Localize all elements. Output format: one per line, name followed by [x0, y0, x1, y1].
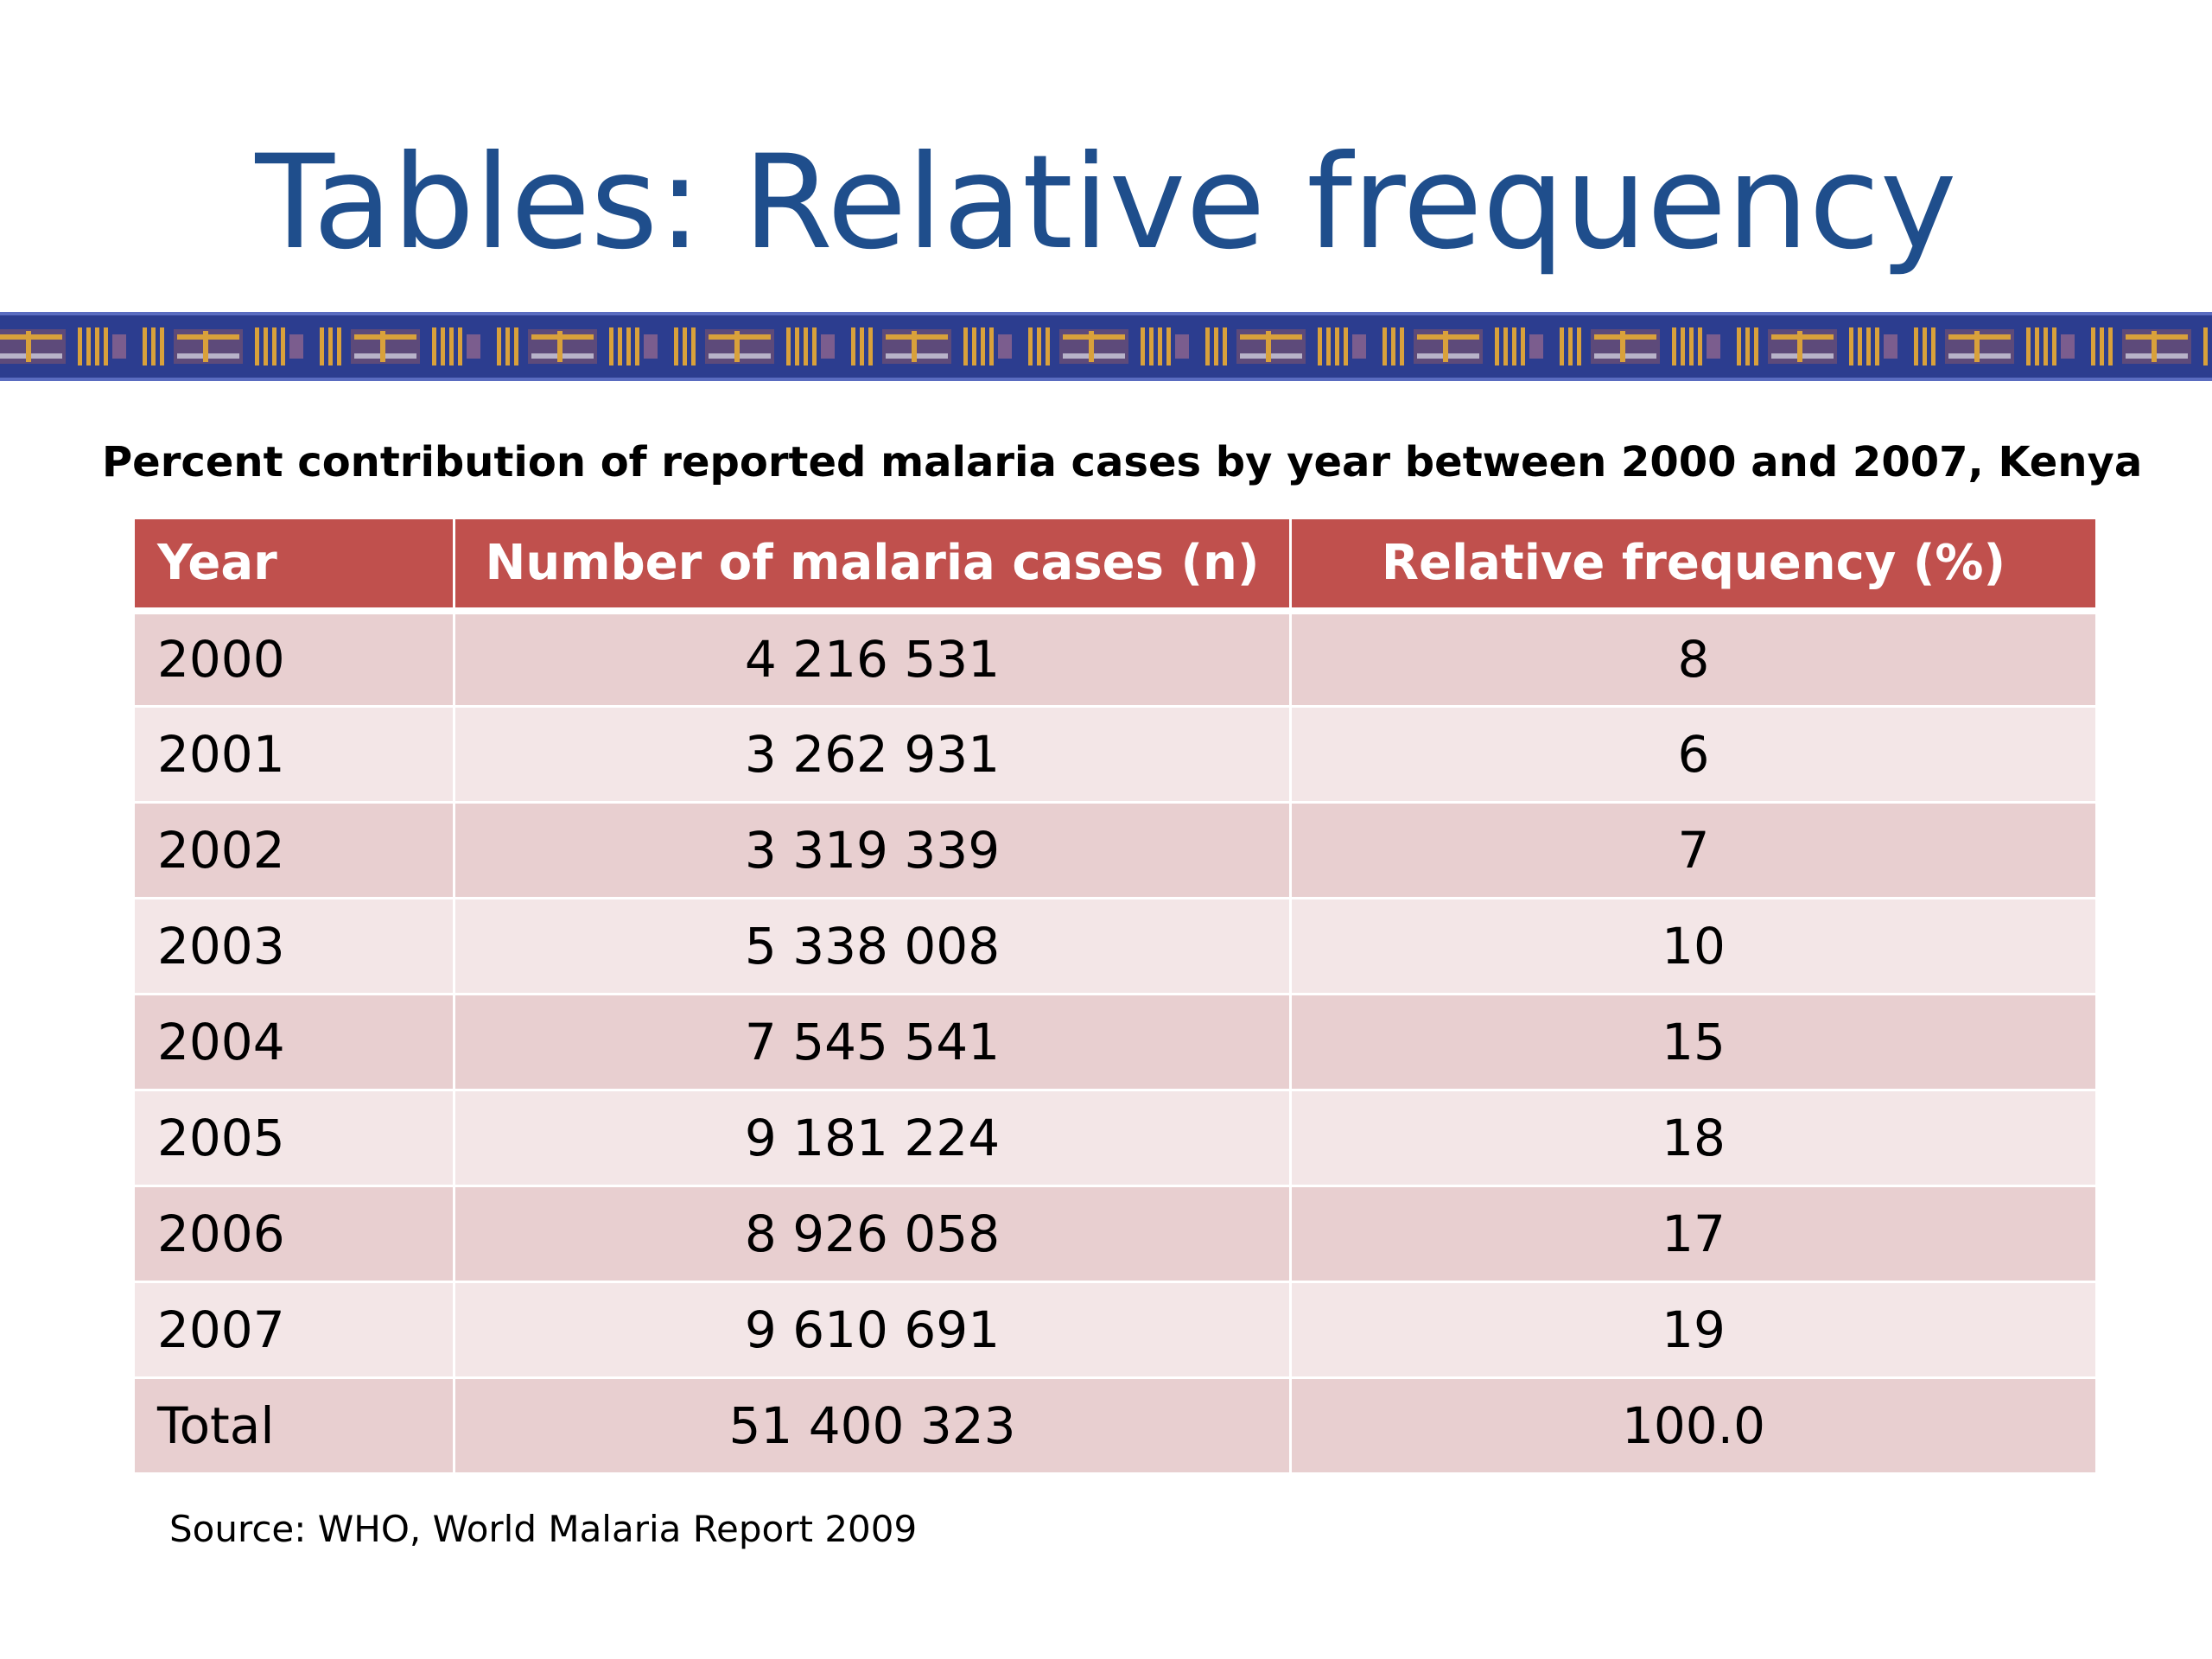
cases-cell: 7 545 541: [453, 993, 1292, 1091]
cases-cell: 4 216 531: [453, 609, 1292, 708]
table-row: 2002 3 319 339 7: [132, 801, 2098, 899]
year-cell: 2004: [132, 993, 455, 1091]
cases-cell: 9 181 224: [453, 1089, 1292, 1187]
malaria-frequency-table: Year Number of malaria cases (n) Relativ…: [132, 517, 2098, 1475]
source-note: Source: WHO, World Malaria Report 2009: [169, 1508, 918, 1550]
frequency-cell: 8: [1289, 609, 2098, 708]
decorative-kente-banner: [0, 312, 2212, 381]
header-number-of-cases: Number of malaria cases (n): [453, 517, 1292, 614]
cases-cell: 5 338 008: [453, 897, 1292, 995]
table-row: 2000 4 216 531 8: [132, 609, 2098, 708]
year-cell: 2006: [132, 1185, 455, 1283]
table-row: 2006 8 926 058 17: [132, 1185, 2098, 1283]
frequency-cell: 15: [1289, 993, 2098, 1091]
total-cases-cell: 51 400 323: [453, 1376, 1292, 1475]
year-cell: 2007: [132, 1281, 455, 1379]
table-row: 2005 9 181 224 18: [132, 1089, 2098, 1187]
kente-pattern: [0, 327, 2208, 365]
frequency-cell: 18: [1289, 1089, 2098, 1187]
table-row: 2001 3 262 931 6: [132, 705, 2098, 804]
header-year: Year: [132, 517, 455, 614]
cases-cell: 3 319 339: [453, 801, 1292, 899]
total-label-cell: Total: [132, 1376, 455, 1475]
year-cell: 2001: [132, 705, 455, 804]
header-relative-frequency: Relative frequency (%): [1289, 517, 2098, 614]
year-cell: 2002: [132, 801, 455, 899]
frequency-cell: 7: [1289, 801, 2098, 899]
frequency-cell: 10: [1289, 897, 2098, 995]
slide-title: Tables: Relative frequency: [255, 128, 1957, 278]
cases-cell: 8 926 058: [453, 1185, 1292, 1283]
frequency-cell: 17: [1289, 1185, 2098, 1283]
year-cell: 2000: [132, 609, 455, 708]
table-total-row: Total 51 400 323 100.0: [132, 1376, 2098, 1475]
table-row: 2003 5 338 008 10: [132, 897, 2098, 995]
table-row: 2004 7 545 541 15: [132, 993, 2098, 1091]
year-cell: 2003: [132, 897, 455, 995]
frequency-cell: 19: [1289, 1281, 2098, 1379]
total-frequency-cell: 100.0: [1289, 1376, 2098, 1475]
table-header-row: Year Number of malaria cases (n) Relativ…: [132, 517, 2098, 614]
frequency-cell: 6: [1289, 705, 2098, 804]
table-row: 2007 9 610 691 19: [132, 1281, 2098, 1379]
year-cell: 2005: [132, 1089, 455, 1187]
cases-cell: 9 610 691: [453, 1281, 1292, 1379]
table-caption: Percent contribution of reported malaria…: [102, 438, 2143, 486]
cases-cell: 3 262 931: [453, 705, 1292, 804]
